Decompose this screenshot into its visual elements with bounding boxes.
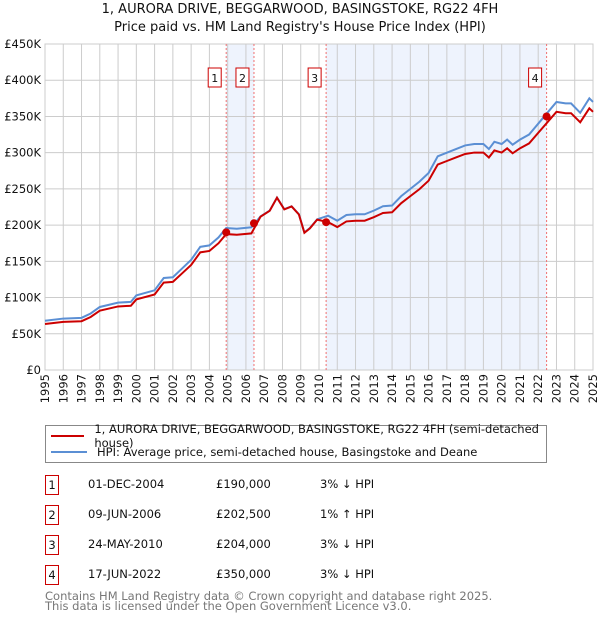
legend-property: 1, AURORA DRIVE, BEGGARWOOD, BASINGSTOKE… <box>94 422 539 450</box>
x-tick-label: 1996 <box>56 374 70 403</box>
sale-label: 3 <box>311 72 318 85</box>
legend-hpi: HPI: Average price, semi-detached house,… <box>97 445 478 459</box>
sale-number-badge: 1 <box>45 475 59 495</box>
property-line-swatch <box>51 435 85 437</box>
x-tick-label: 2012 <box>349 374 363 403</box>
shaded-period <box>326 44 547 370</box>
x-tick-label: 2001 <box>148 374 162 403</box>
sale-label: 4 <box>532 72 539 85</box>
x-tick-label: 2023 <box>549 374 563 403</box>
x-tick-label: 2011 <box>330 374 344 403</box>
sale-label-box <box>207 67 222 88</box>
x-tick-label: 2021 <box>513 374 527 403</box>
y-tick-label: £350K <box>4 109 41 123</box>
sale-hpi-diff: 3% ↓ HPI <box>320 567 375 581</box>
x-tick-label: 1995 <box>38 374 52 403</box>
x-tick-label: 2018 <box>458 374 472 403</box>
x-tick-label: 2017 <box>440 374 454 403</box>
y-tick-label: £300K <box>4 146 41 160</box>
sale-point <box>249 219 258 228</box>
y-tick-label: £250K <box>4 182 41 196</box>
sale-price: £202,500 <box>216 507 271 521</box>
price-chart: 1995 1996 1997 1998 1999 2000 2001 2002 2003 2004… <box>4 37 600 403</box>
x-tick-label: 2016 <box>422 374 436 403</box>
x-tick-label: 2013 <box>367 374 381 403</box>
footer-copyright: Contains HM Land Registry data © Crown c… <box>45 589 493 603</box>
hpi-line-swatch <box>51 451 87 453</box>
y-tick-label: £100K <box>4 291 41 305</box>
x-tick-label: 1997 <box>75 374 89 403</box>
x-tick-label: 2010 <box>312 374 326 403</box>
x-tick-label: 2005 <box>221 374 235 403</box>
sale-date: 01-DEC-2004 <box>88 477 165 491</box>
sale-date: 24-MAY-2010 <box>88 537 163 551</box>
plot-frame <box>44 43 594 371</box>
sale-price: £190,000 <box>216 477 271 491</box>
shaded-period <box>226 44 254 370</box>
sale-label-box <box>307 67 322 88</box>
sale-point <box>222 228 231 237</box>
x-tick-label: 2020 <box>495 374 509 403</box>
y-tick-label: £0 <box>26 363 41 377</box>
sale-hpi-diff: 1% ↑ HPI <box>320 507 375 521</box>
x-tick-label: 1999 <box>111 374 125 403</box>
sale-hpi-diff: 3% ↓ HPI <box>320 537 375 551</box>
footer-licence: This data is licensed under the Open Gov… <box>45 599 412 613</box>
sale-date: 09-JUN-2006 <box>88 507 162 521</box>
x-tick-label: 2022 <box>531 374 545 403</box>
hpi-line <box>44 96 594 322</box>
sale-label: 2 <box>239 72 246 85</box>
x-tick-label: 2024 <box>568 374 582 403</box>
x-tick-label: 2006 <box>239 374 253 403</box>
x-tick-label: 2003 <box>184 374 198 403</box>
property-line <box>44 106 594 326</box>
legend: 1, AURORA DRIVE, BEGGARWOOD, BASINGSTOKE… <box>45 422 547 463</box>
sale-label-box <box>528 67 543 88</box>
sale-point <box>322 218 331 227</box>
sale-label: 1 <box>211 72 218 85</box>
chart-title: 1, AURORA DRIVE, BEGGARWOOD, BASINGSTOKE… <box>101 2 499 17</box>
x-tick-label: 2014 <box>385 374 399 403</box>
sale-number-badge: 2 <box>45 505 59 525</box>
chart-subtitle: Price paid vs. HM Land Registry's House … <box>114 20 486 35</box>
sale-number-badge: 4 <box>45 565 59 585</box>
sale-date: 17-JUN-2022 <box>88 567 162 581</box>
x-tick-label: 2008 <box>275 374 289 403</box>
x-tick-label: 1998 <box>93 374 107 403</box>
y-tick-label: £200K <box>4 218 41 232</box>
sale-label-box <box>235 67 250 88</box>
sale-hpi-diff: 3% ↓ HPI <box>320 477 375 491</box>
x-tick-label: 2025 <box>586 374 600 403</box>
y-tick-label: £400K <box>4 73 41 87</box>
x-tick-label: 2002 <box>166 374 180 403</box>
y-tick-label: £50K <box>12 327 42 341</box>
sale-point <box>542 112 551 121</box>
x-tick-label: 2009 <box>294 374 308 403</box>
sale-price: £204,000 <box>216 537 271 551</box>
x-tick-label: 2015 <box>403 374 417 403</box>
x-tick-label: 2019 <box>476 374 490 403</box>
x-tick-label: 2007 <box>257 374 271 403</box>
y-tick-label: £450K <box>4 37 41 51</box>
sale-price: £350,000 <box>216 567 271 581</box>
sale-number-badge: 3 <box>45 535 59 555</box>
x-tick-label: 2000 <box>129 374 143 403</box>
x-tick-label: 2004 <box>202 374 216 403</box>
y-tick-label: £150K <box>4 254 41 268</box>
